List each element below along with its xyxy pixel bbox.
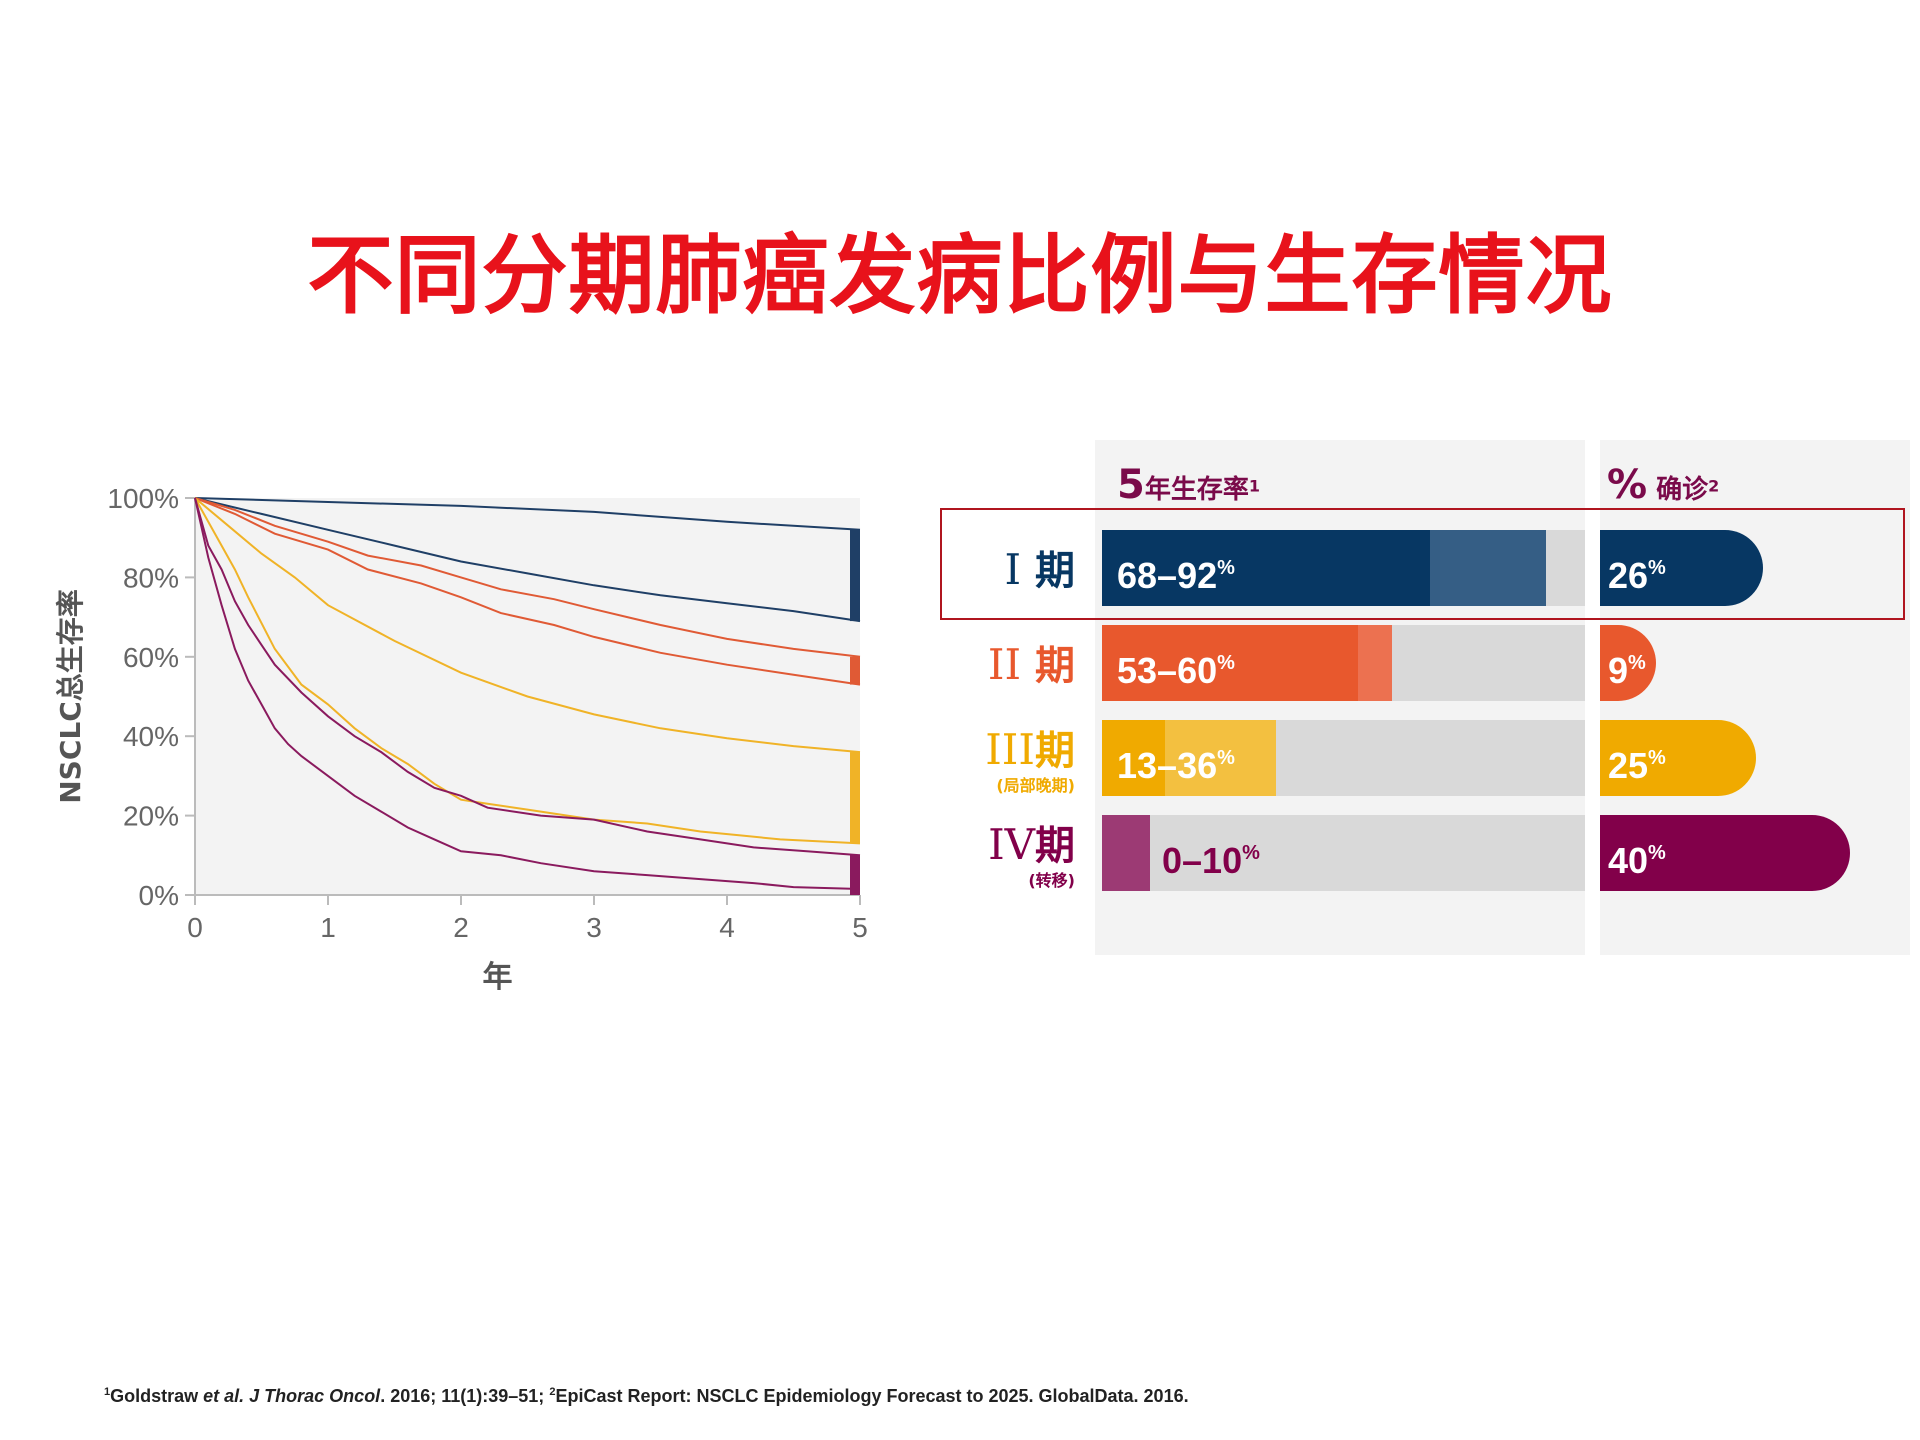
y-axis-title: NSCLC总生存率 [54, 589, 87, 804]
y-tick-label: 20% [123, 801, 179, 832]
stage-roman-numeral: IV [988, 820, 1035, 869]
x-tick-label: 4 [719, 912, 735, 943]
survival-curve [194, 497, 861, 686]
survival-curve [194, 497, 861, 845]
survival-bar-range [1430, 530, 1547, 606]
stage-sublabel: (局部晚期) [996, 776, 1075, 795]
stage-roman-numeral: III [985, 725, 1035, 774]
diagnosis-percent-label: 40% [1608, 840, 1666, 881]
survival-bar-range [1164, 720, 1276, 796]
survival-curve [194, 497, 861, 658]
diagnosis-percent-label: 25% [1608, 745, 1666, 786]
diagnosis-percent-label: 26% [1608, 555, 1666, 596]
diagnosis-bar [1600, 530, 1763, 606]
survival-bar-low [1102, 720, 1165, 796]
survival-curve [194, 497, 861, 890]
stage-label: II 期 [988, 633, 1075, 691]
diagnosis-header: % 确诊2 [1607, 462, 1720, 508]
y-tick-label: 100% [107, 483, 179, 514]
x-axis-title: 年 [483, 960, 513, 995]
survival-rate-label: 0–10% [1162, 840, 1260, 881]
survival-range-bar [850, 855, 860, 895]
survival-bar-track [1102, 530, 1585, 606]
diagnosis-bar [1600, 815, 1850, 891]
survival-range-bar [850, 656, 860, 685]
stage-i-highlight-box [940, 508, 1905, 620]
survival-rate-label: 68–92% [1117, 555, 1235, 596]
stage-label: III期 (局部晚期) [985, 718, 1075, 796]
stage-roman-numeral: II [987, 640, 1022, 689]
stage-suffix: 期 [1035, 728, 1075, 774]
stage-label: IV期 (转移) [988, 813, 1075, 891]
stage-roman-numeral: I [1004, 545, 1022, 594]
page-title: 不同分期肺癌发病比例与生存情况 [307, 226, 1613, 326]
x-tick-label: 1 [320, 912, 336, 943]
survival-curve [194, 497, 861, 623]
survival-curve [194, 497, 861, 857]
survival-bar-range [1102, 815, 1151, 891]
survival-range-bar [850, 752, 860, 844]
x-tick-label: 3 [586, 912, 602, 943]
survival-bar-range [1357, 625, 1392, 701]
footnote: 1Goldstraw et al. J Thorac Oncol. 2016; … [104, 1386, 1189, 1406]
survival-bar-track [1102, 720, 1585, 796]
survival-rate-label: 13–36% [1117, 745, 1235, 786]
diagnosis-percent-label: 9% [1608, 650, 1646, 691]
y-tick-label: 40% [123, 721, 179, 752]
stage-suffix: 期 [1035, 823, 1075, 869]
survival-rate-label: 53–60% [1117, 650, 1235, 691]
stage-suffix: 期 [1021, 643, 1075, 689]
x-tick-label: 2 [453, 912, 469, 943]
survival-header: 5年生存率1 [1117, 462, 1260, 508]
survival-bar-track [1102, 815, 1585, 891]
stage-label: I 期 [1004, 538, 1075, 596]
survival-bar-low [1102, 530, 1431, 606]
survival-curve [194, 497, 861, 754]
survival-curve-chart: 0% 20% 40% 60% 80% 100% 0 1 2 3 4 5 年 NSCLC总生存率 [54, 483, 868, 995]
y-tick-label: 0% [139, 880, 179, 911]
x-tick-label: 5 [852, 912, 868, 943]
y-tick-label: 80% [123, 562, 179, 593]
stage-suffix: 期 [1021, 548, 1075, 594]
survival-bar-low [1102, 625, 1358, 701]
survival-curve [194, 497, 861, 531]
y-tick-label: 60% [123, 642, 179, 673]
stage-sublabel: (转移) [1028, 871, 1075, 890]
survival-bar-track [1102, 625, 1585, 701]
x-tick-label: 0 [187, 912, 203, 943]
survival-range-bar [850, 529, 860, 622]
diagnosis-bar [1600, 720, 1757, 796]
